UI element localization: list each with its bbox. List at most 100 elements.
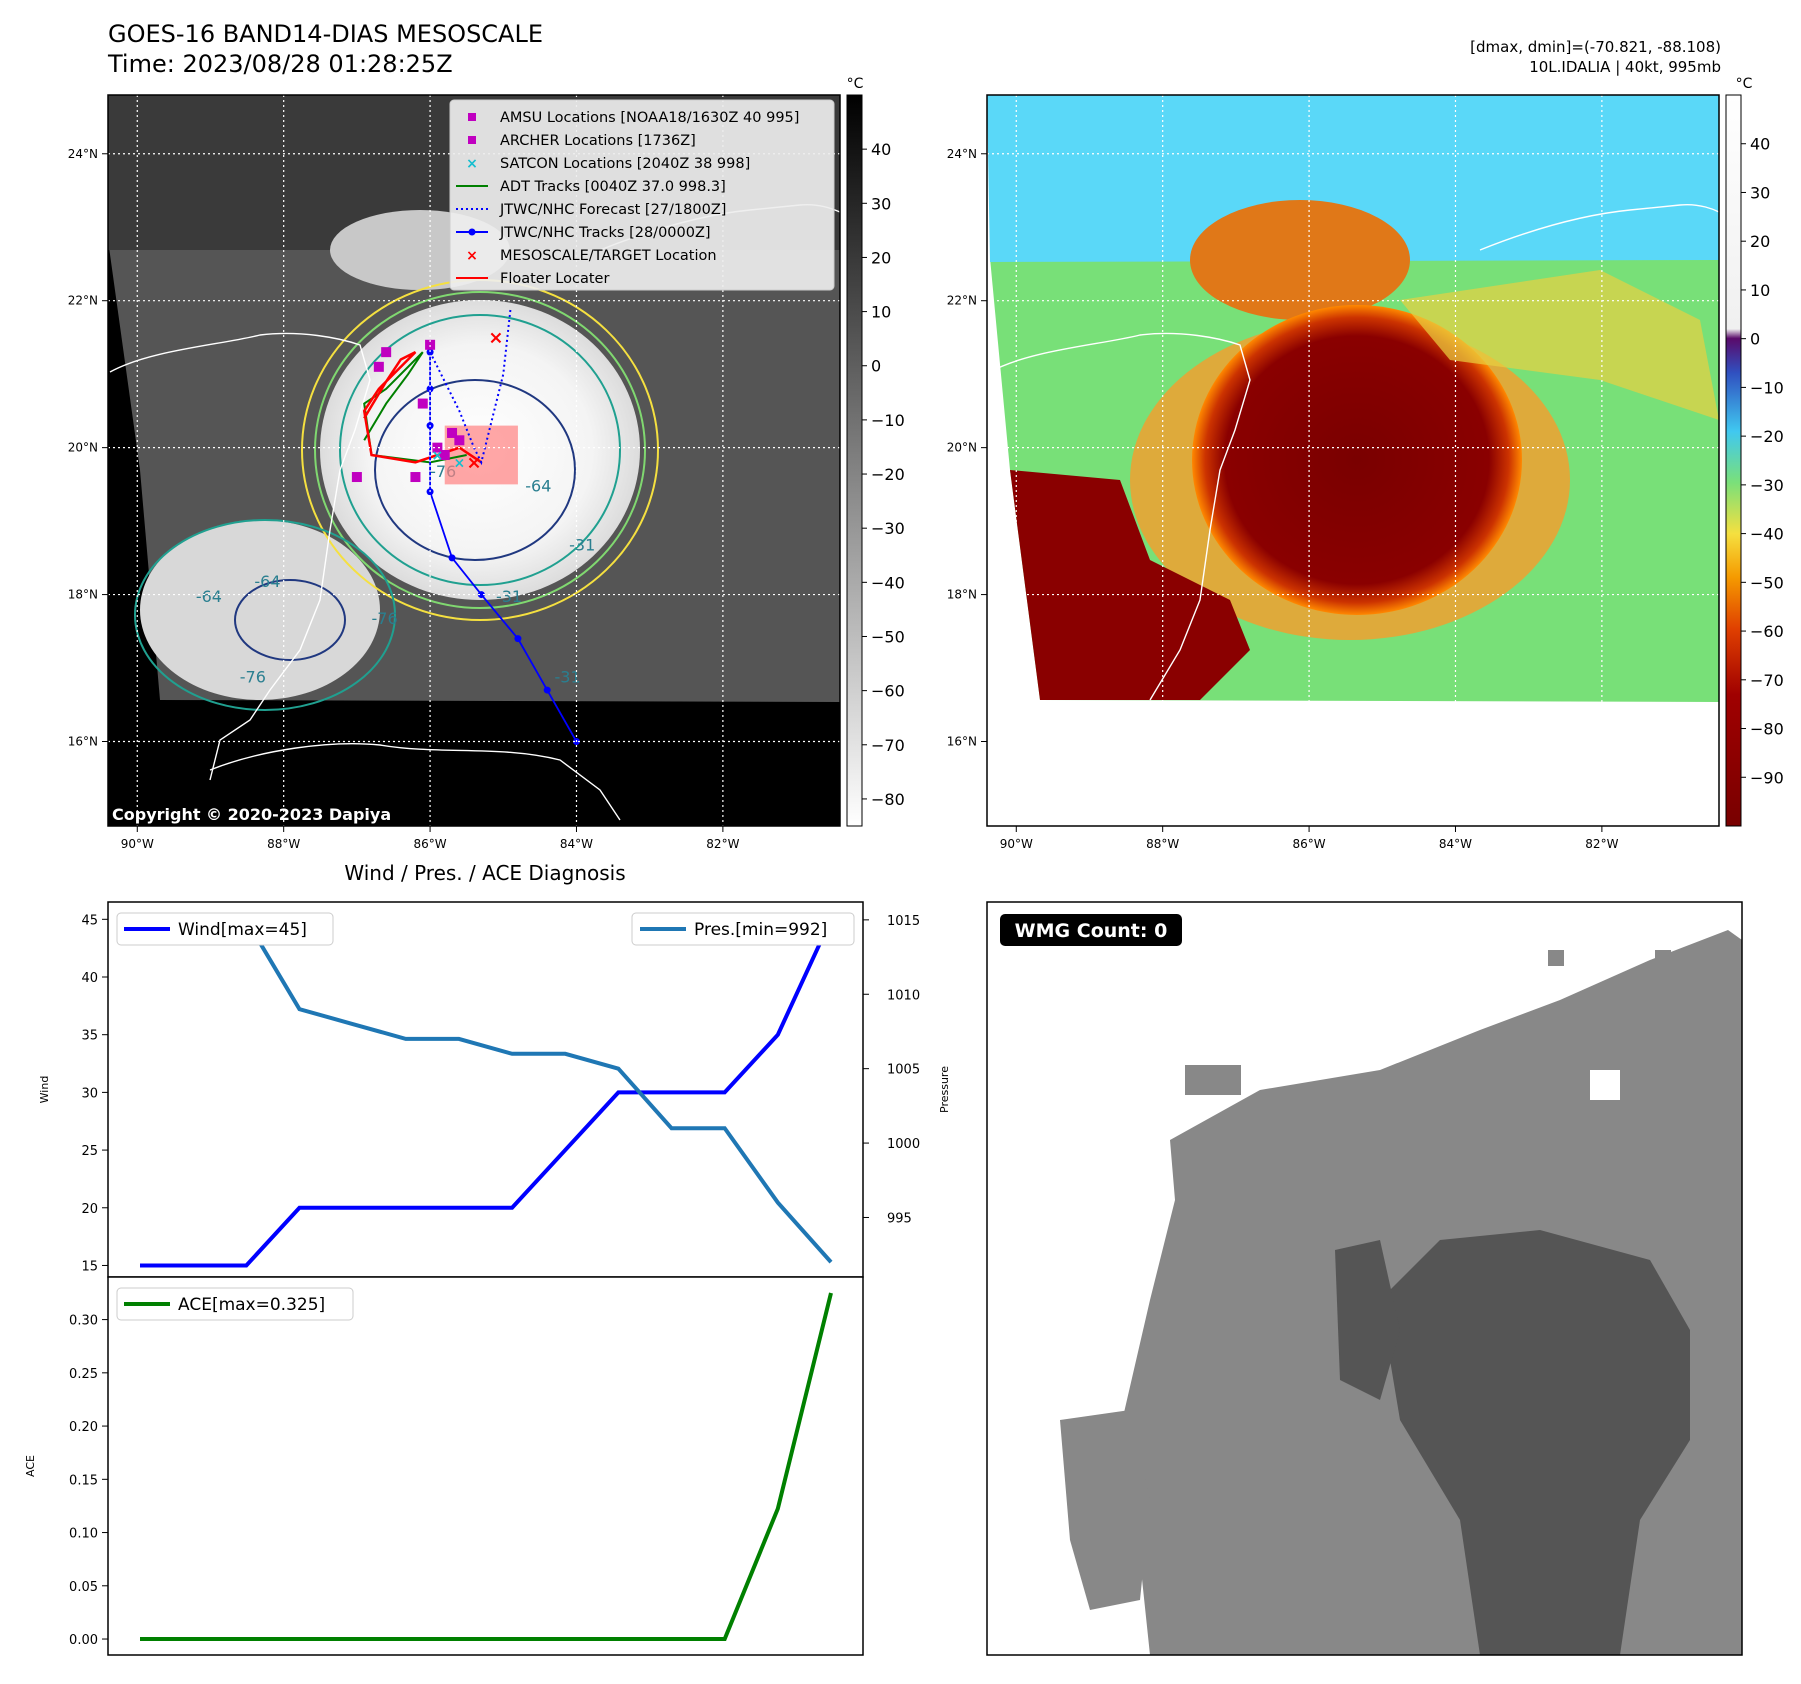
- dmax-dmin-info: [dmax, dmin]=(-70.821, -88.108): [1470, 38, 1721, 56]
- tick-label-lat: 20°N: [68, 441, 98, 455]
- legend-label: JTWC/NHC Forecast [27/1800Z]: [499, 202, 726, 218]
- tick-label-lon: 86°W: [414, 837, 447, 851]
- wind-series-line: [140, 918, 833, 1268]
- coast-honduras: [209, 743, 621, 821]
- wmg-medium-region-sw: [1060, 1410, 1150, 1610]
- ace-series-line: [140, 1292, 833, 1642]
- legend-marker-square: [468, 113, 476, 121]
- ace-ytick-label: 0.10: [69, 1527, 98, 1542]
- legend-label: AMSU Locations [NOAA18/1630Z 40 995]: [500, 110, 799, 126]
- tick-label-lat: 24°N: [68, 147, 98, 161]
- colorbar-tick-label: −20: [871, 465, 905, 484]
- legend-marker-square: [468, 136, 476, 144]
- ace-ytick-label: 0.20: [69, 1420, 98, 1435]
- pressure-ytick-label: 1010: [887, 988, 920, 1003]
- tick-label-lon: 90°W: [121, 837, 154, 851]
- wmg-label-box: [1000, 914, 1182, 946]
- wmg-count-label: WMG Count: 0: [1015, 920, 1168, 942]
- ace-ytick-label: 0.30: [69, 1314, 98, 1329]
- wind-ytick-label: 35: [81, 1029, 98, 1044]
- colorbar-tick-label: −70: [871, 736, 905, 755]
- amsu-archer-marker: [454, 435, 465, 446]
- colorbar-gray-ticks: 40 30 20 10 0 −10 −20 −30 −40 −50 −60 −70 −80: [862, 140, 905, 809]
- coast-cuba-right: [1479, 203, 1719, 251]
- jtwc-track-point: [426, 348, 434, 356]
- tick-label-lon: 86°W: [1293, 837, 1326, 851]
- colorbar-tick-label: −40: [1750, 525, 1784, 544]
- tick-label-lon: 88°W: [1146, 837, 1179, 851]
- map-frame-right: [986, 94, 1720, 827]
- legend-label: JTWC/NHC Tracks [28/0000Z]: [499, 225, 711, 241]
- map-ticks-left: 90°W 88°W 86°W 84°W 82°W 24°N 22°N 20°N 18°N 16°N: [68, 147, 740, 851]
- ace-legend-label: ACE[max=0.325]: [178, 1295, 325, 1315]
- tick-label-lon: 82°W: [1585, 837, 1618, 851]
- ir-map-color: 90°W 88°W 86°W 84°W 82°W 24°N 22°N 20°N 18°N 16°N: [947, 94, 1720, 851]
- contour-76-navy: [374, 379, 576, 561]
- contour-label: -31: [569, 535, 595, 554]
- colorbar-tick-label: −10: [1750, 378, 1784, 397]
- tick-label-lon: 84°W: [1439, 837, 1472, 851]
- coast-yucatan-right: [989, 332, 1251, 701]
- tick-label-lat: 18°N: [68, 588, 98, 602]
- colorbar-tick-label: −50: [871, 627, 905, 646]
- pressure-axis-label: Pressure: [938, 1066, 951, 1113]
- contour-label: -64: [254, 572, 280, 591]
- tick-label-lat: 16°N: [68, 735, 98, 749]
- wmg-cell: [1655, 950, 1671, 966]
- colorbar-tick-label: 40: [1750, 135, 1770, 154]
- ace-legend-box: [116, 1287, 354, 1321]
- colorbar-gray-bar: [846, 94, 863, 827]
- target-marker: ×: [488, 327, 503, 348]
- tick-label-lon: 90°W: [1000, 837, 1033, 851]
- figure-title: GOES-16 BAND14-DIAS MESOSCALE: [108, 20, 544, 48]
- contour-sw-navy: [234, 579, 346, 661]
- wmg-frame: [986, 901, 1743, 1656]
- contour-64-green: [314, 291, 646, 609]
- amsu-archer-marker: [447, 427, 458, 438]
- contour-label: -64: [525, 477, 551, 496]
- colorbar-tick-label: 0: [1750, 330, 1760, 349]
- cloud-sw-dark-red: [1010, 470, 1250, 700]
- colorbar-tick-label: −70: [1750, 671, 1784, 690]
- ace-ytick-label: 0.25: [69, 1367, 98, 1382]
- contour-label: -64: [196, 587, 222, 606]
- satcon-marker: ×: [453, 455, 465, 471]
- coastlines-right: [989, 203, 1719, 701]
- legend-label: Floater Locater: [500, 271, 609, 287]
- wmg-clear-cell: [1590, 1070, 1620, 1100]
- tick-label-lat: 16°N: [947, 735, 977, 749]
- ir-map-gray: -76-64-31-64-76 -31-31-64-76 × ××× 90°W 88°…: [68, 94, 841, 851]
- amsu-archer-marker: [381, 347, 392, 358]
- amsu-archer-marker: [410, 472, 421, 483]
- colorbar-tick-label: 10: [1750, 281, 1770, 300]
- tick-label-lat: 22°N: [68, 294, 98, 308]
- colorbar-tick-label: −50: [1750, 573, 1784, 592]
- colorbar-tick-label: −80: [1750, 720, 1784, 739]
- tick-label-lon: 82°W: [706, 837, 739, 851]
- ace-axis-label: ACE: [24, 1455, 37, 1477]
- colorbar-color-bar: [1725, 94, 1742, 827]
- diagnosis-title: Wind / Pres. / ACE Diagnosis: [344, 861, 625, 885]
- ace-ytick-label: 0.05: [69, 1580, 98, 1595]
- wind-ytick-label: 20: [81, 1202, 98, 1217]
- wind-ytick-label: 40: [81, 971, 98, 986]
- tick-label-lon: 88°W: [267, 837, 300, 851]
- colorbar-tick-label: 0: [871, 357, 881, 376]
- tick-label-lat: 20°N: [947, 441, 977, 455]
- colorbar-tick-label: −60: [871, 682, 905, 701]
- wind-ytick-label: 45: [81, 913, 98, 928]
- wmg-dark-region: [1380, 1230, 1690, 1655]
- coast-yucatan: [109, 332, 371, 781]
- wind-legend-label: Wind[max=45]: [178, 920, 307, 940]
- target-marker: ×: [466, 452, 481, 473]
- ace-chart-frame: [107, 1276, 864, 1656]
- amsu-archer-marker: [351, 472, 362, 483]
- legend-marker-dot: [468, 228, 476, 236]
- adt-track-line: [363, 351, 467, 464]
- cloud-band-north-color: [1190, 200, 1410, 320]
- map-ticks-right: 90°W 88°W 86°W 84°W 82°W 24°N 22°N 20°N 18°N 16°N: [947, 147, 1619, 851]
- pressure-ytick-label: 1005: [887, 1063, 920, 1078]
- tick-label-lat: 18°N: [947, 588, 977, 602]
- wind-chart-frame: [107, 901, 864, 1278]
- colorbar-tick-label: 20: [1750, 232, 1770, 251]
